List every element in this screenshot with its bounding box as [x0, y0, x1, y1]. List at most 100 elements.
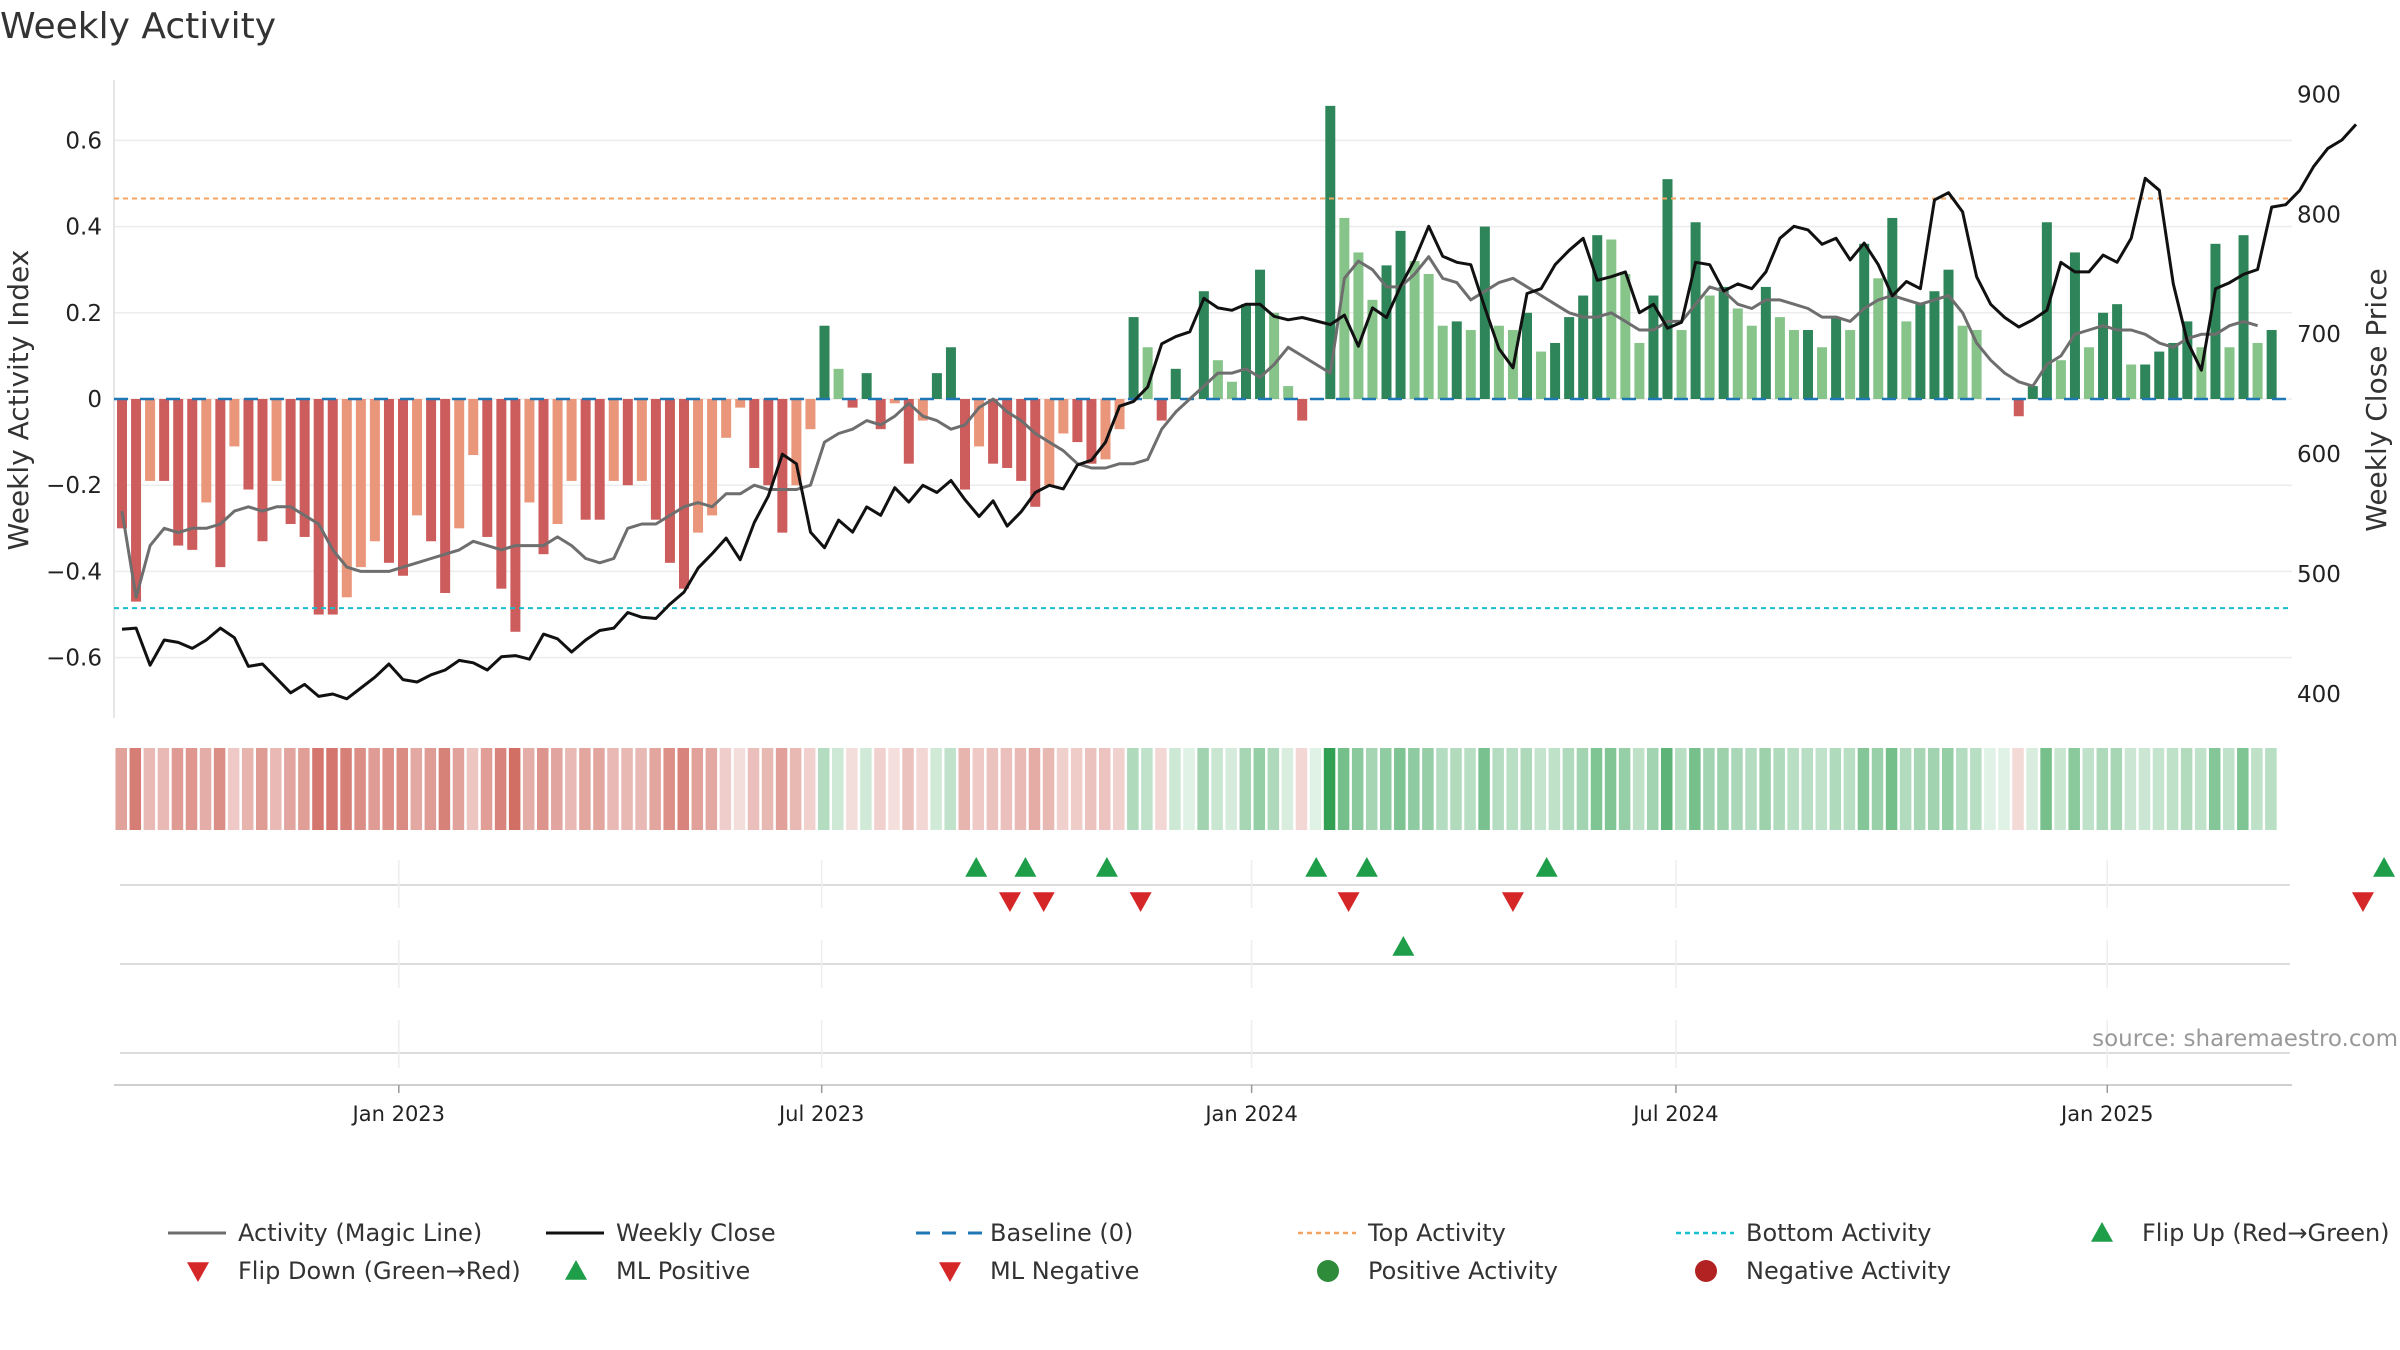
heat-cell: [1028, 748, 1041, 830]
heat-cell: [705, 748, 718, 830]
activity-bar-negative: [1072, 399, 1083, 443]
legend-item: Weekly Close: [546, 1219, 776, 1247]
heat-cell: [424, 748, 437, 830]
heat-cell: [227, 748, 240, 830]
right-tick-label: 700: [2297, 322, 2341, 348]
heat-cell: [1394, 748, 1406, 830]
activity-bar-negative: [524, 399, 535, 503]
flip-down-marker: [1337, 892, 1360, 912]
heat-cell: [298, 748, 310, 830]
legend-swatch-down-triangle: [939, 1262, 961, 1282]
activity-bar-positive: [1873, 278, 1884, 399]
chart-title: Weekly Activity: [0, 6, 276, 47]
heat-cell: [1731, 748, 1743, 830]
heat-cell: [1689, 748, 1701, 830]
activity-bar-negative: [875, 399, 886, 430]
ml-positive-marker: [1392, 936, 1415, 956]
heat-cell: [691, 748, 704, 830]
activity-bar-negative: [426, 399, 437, 542]
heat-cell: [1436, 748, 1448, 830]
right-tick-label: 500: [2297, 562, 2341, 588]
right-tick-label: 900: [2297, 82, 2341, 108]
legend-item: Negative Activity: [1695, 1257, 1951, 1285]
activity-bar-positive: [2154, 351, 2165, 399]
activity-bar-positive: [1381, 265, 1392, 399]
legend-item: Top Activity: [1298, 1219, 1506, 1247]
heat-cell: [607, 748, 619, 830]
activity-bar-positive: [1353, 252, 1364, 399]
heat-cell: [1056, 748, 1069, 830]
heat-cell: [1604, 748, 1617, 830]
left-tick-label: 0: [87, 387, 102, 413]
heat-cell: [944, 748, 956, 830]
activity-bar-negative: [285, 399, 296, 525]
heat-cell: [874, 748, 886, 830]
heat-cell: [1267, 748, 1280, 830]
heat-cell: [1225, 748, 1237, 830]
left-tick-label: −0.4: [46, 559, 102, 585]
heat-cell: [1843, 748, 1856, 830]
heat-cell: [1422, 748, 1434, 830]
heat-cell: [1492, 748, 1504, 830]
activity-bar-negative: [1058, 399, 1069, 434]
activity-bar-positive: [2210, 243, 2221, 399]
activity-bar-negative: [131, 399, 142, 602]
heat-cell: [1478, 748, 1490, 830]
activity-heat-strip: [115, 748, 2277, 830]
legend-label: Flip Down (Green→Red): [238, 1257, 521, 1285]
heat-cell: [213, 748, 226, 830]
activity-bar-negative: [664, 399, 675, 563]
activity-bar-positive: [1198, 291, 1209, 399]
activity-bar-positive: [2027, 386, 2038, 399]
activity-bar-negative: [1016, 399, 1027, 481]
heat-cell: [1576, 748, 1589, 830]
heat-cell: [2223, 748, 2235, 830]
heat-cell: [551, 748, 563, 830]
heat-cell: [1913, 748, 1926, 830]
activity-bar-negative: [974, 399, 985, 447]
heat-cell: [761, 748, 774, 830]
activity-bar-negative: [679, 399, 689, 589]
heat-cell: [270, 748, 282, 830]
activity-bar-positive: [1845, 330, 1856, 399]
activity-bar-negative: [327, 399, 338, 615]
activity-bar-positive: [1774, 317, 1785, 399]
activity-bar-negative: [145, 399, 156, 481]
heat-cell: [2110, 748, 2123, 830]
activity-bar-negative: [1030, 399, 1041, 507]
heat-cell: [1155, 748, 1167, 830]
heat-cell: [1815, 748, 1828, 830]
activity-bar-negative: [693, 399, 704, 533]
heat-cell: [2251, 748, 2263, 830]
heat-cell: [1956, 748, 1968, 830]
activity-bar-positive: [2238, 235, 2249, 399]
heat-cell: [1323, 748, 1336, 830]
heat-cell: [565, 748, 577, 830]
legend-label: Top Activity: [1367, 1219, 1506, 1247]
activity-bar-negative: [299, 399, 310, 537]
activity-bar-negative: [496, 399, 507, 589]
heat-cell: [930, 748, 942, 830]
heat-cell: [1365, 748, 1378, 830]
heat-cell: [2068, 748, 2080, 830]
legend-label: ML Negative: [990, 1257, 1139, 1285]
activity-bar-positive: [1367, 299, 1378, 399]
heat-cell: [1127, 748, 1139, 830]
activity-bar-positive: [1409, 261, 1420, 399]
activity-bar-negative: [889, 399, 900, 404]
activity-bar-positive: [2168, 342, 2179, 399]
activity-bar-negative: [440, 399, 451, 593]
flip-down-marker: [1129, 892, 1152, 912]
activity-bar-positive: [1493, 325, 1504, 399]
flip-down-marker: [1501, 892, 1524, 912]
activity-bar-positive: [2224, 347, 2235, 399]
heat-cell: [1295, 748, 1308, 830]
activity-bar-negative: [482, 399, 493, 537]
activity-bar-negative: [1297, 399, 1308, 421]
signal-panels: [114, 857, 2396, 1086]
activity-bar-positive: [931, 373, 942, 399]
heat-cell: [1141, 748, 1153, 830]
heat-cell: [1787, 748, 1799, 830]
heat-cell: [171, 748, 184, 830]
activity-bar-positive: [1437, 325, 1448, 399]
